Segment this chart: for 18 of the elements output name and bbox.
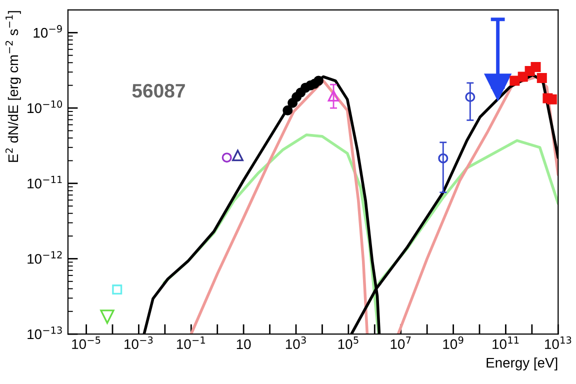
y-tick-label: 10$^{−11}$ <box>28 176 62 188</box>
annotation: 56087 <box>132 84 185 98</box>
y-tick-label: 10$^{−10}$ <box>28 100 62 114</box>
x-tick-label: 10 <box>236 339 251 350</box>
x-tick-label: 10$^{5}$ <box>338 336 358 350</box>
x-tick-label: 10$^{13}$ <box>545 336 572 350</box>
y-tick-label: 10$^{−13}$ <box>28 326 62 340</box>
x-tick-label: 10$^{9}$ <box>443 336 464 350</box>
x-axis-title: Energy [eV] <box>486 357 558 370</box>
x-tick-label: 10$^{7}$ <box>390 336 411 350</box>
x-tick-label: 10$^{−3}$ <box>124 336 153 350</box>
x-tick-label: 10$^{11}$ <box>492 336 519 350</box>
x-tick-label: 10$^{−1}$ <box>177 336 205 350</box>
x-tick-label: 10$^{−5}$ <box>72 336 100 350</box>
y-axis-title: E$^{2}$ dN/dE [erg cm$^{−2}$ s$^{−1}$] <box>5 11 21 162</box>
y-tick-label: 10$^{−12}$ <box>28 251 62 264</box>
y-tick-label: 10$^{−9}$ <box>34 25 62 38</box>
x-tick-label: 10$^{3}$ <box>286 336 306 350</box>
